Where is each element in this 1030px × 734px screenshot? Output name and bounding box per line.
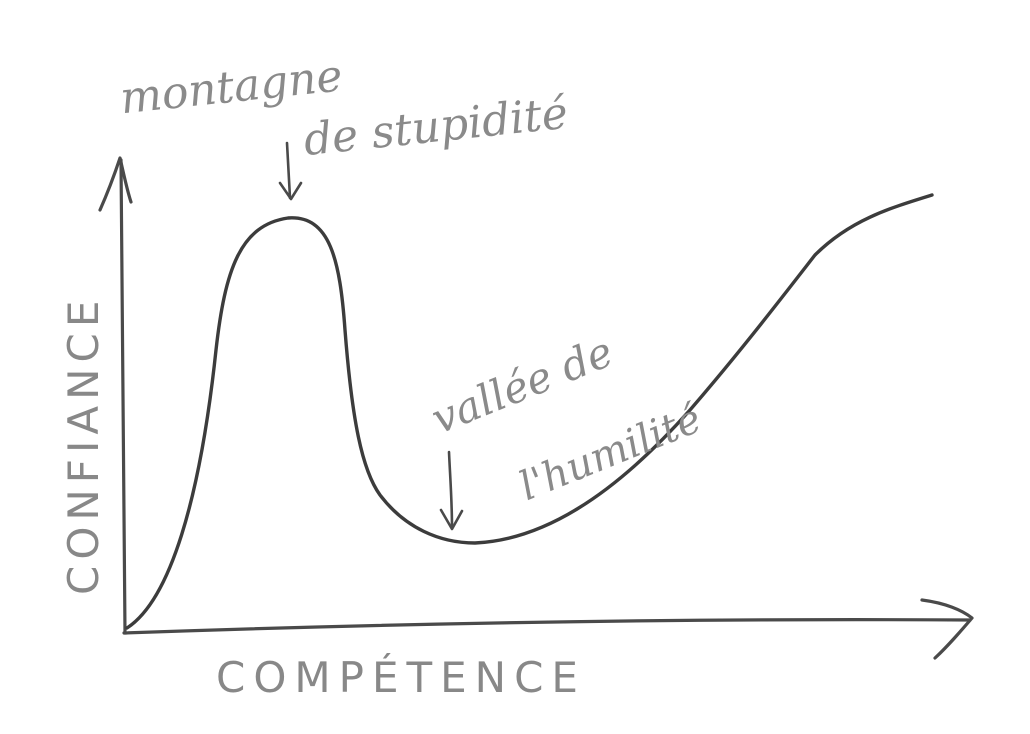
valley-arrow-head: [439, 508, 464, 531]
peak-label-line1: montagne: [118, 50, 345, 124]
x-axis-line: [122, 618, 972, 635]
peak-arrow-head: [278, 181, 303, 201]
y-axis-arrowhead: [98, 156, 133, 212]
valley-arrow-shaft: [447, 450, 454, 530]
peak-arrow-shaft: [285, 141, 292, 200]
y-axis-label: CONFIANCE: [59, 295, 108, 595]
y-axis-line: [119, 158, 127, 635]
x-axis-arrowhead: [920, 598, 974, 660]
valley-pointer-arrow: [439, 450, 464, 531]
peak-pointer-arrow: [278, 141, 303, 201]
x-axis: [122, 598, 974, 660]
y-axis: [98, 156, 133, 635]
x-axis-label: COMPÉTENCE: [216, 652, 586, 702]
valley-label-line1: vallée de: [425, 327, 620, 444]
valley-label-line2: l'humilité: [513, 396, 708, 510]
confidence-curve: [125, 193, 934, 630]
